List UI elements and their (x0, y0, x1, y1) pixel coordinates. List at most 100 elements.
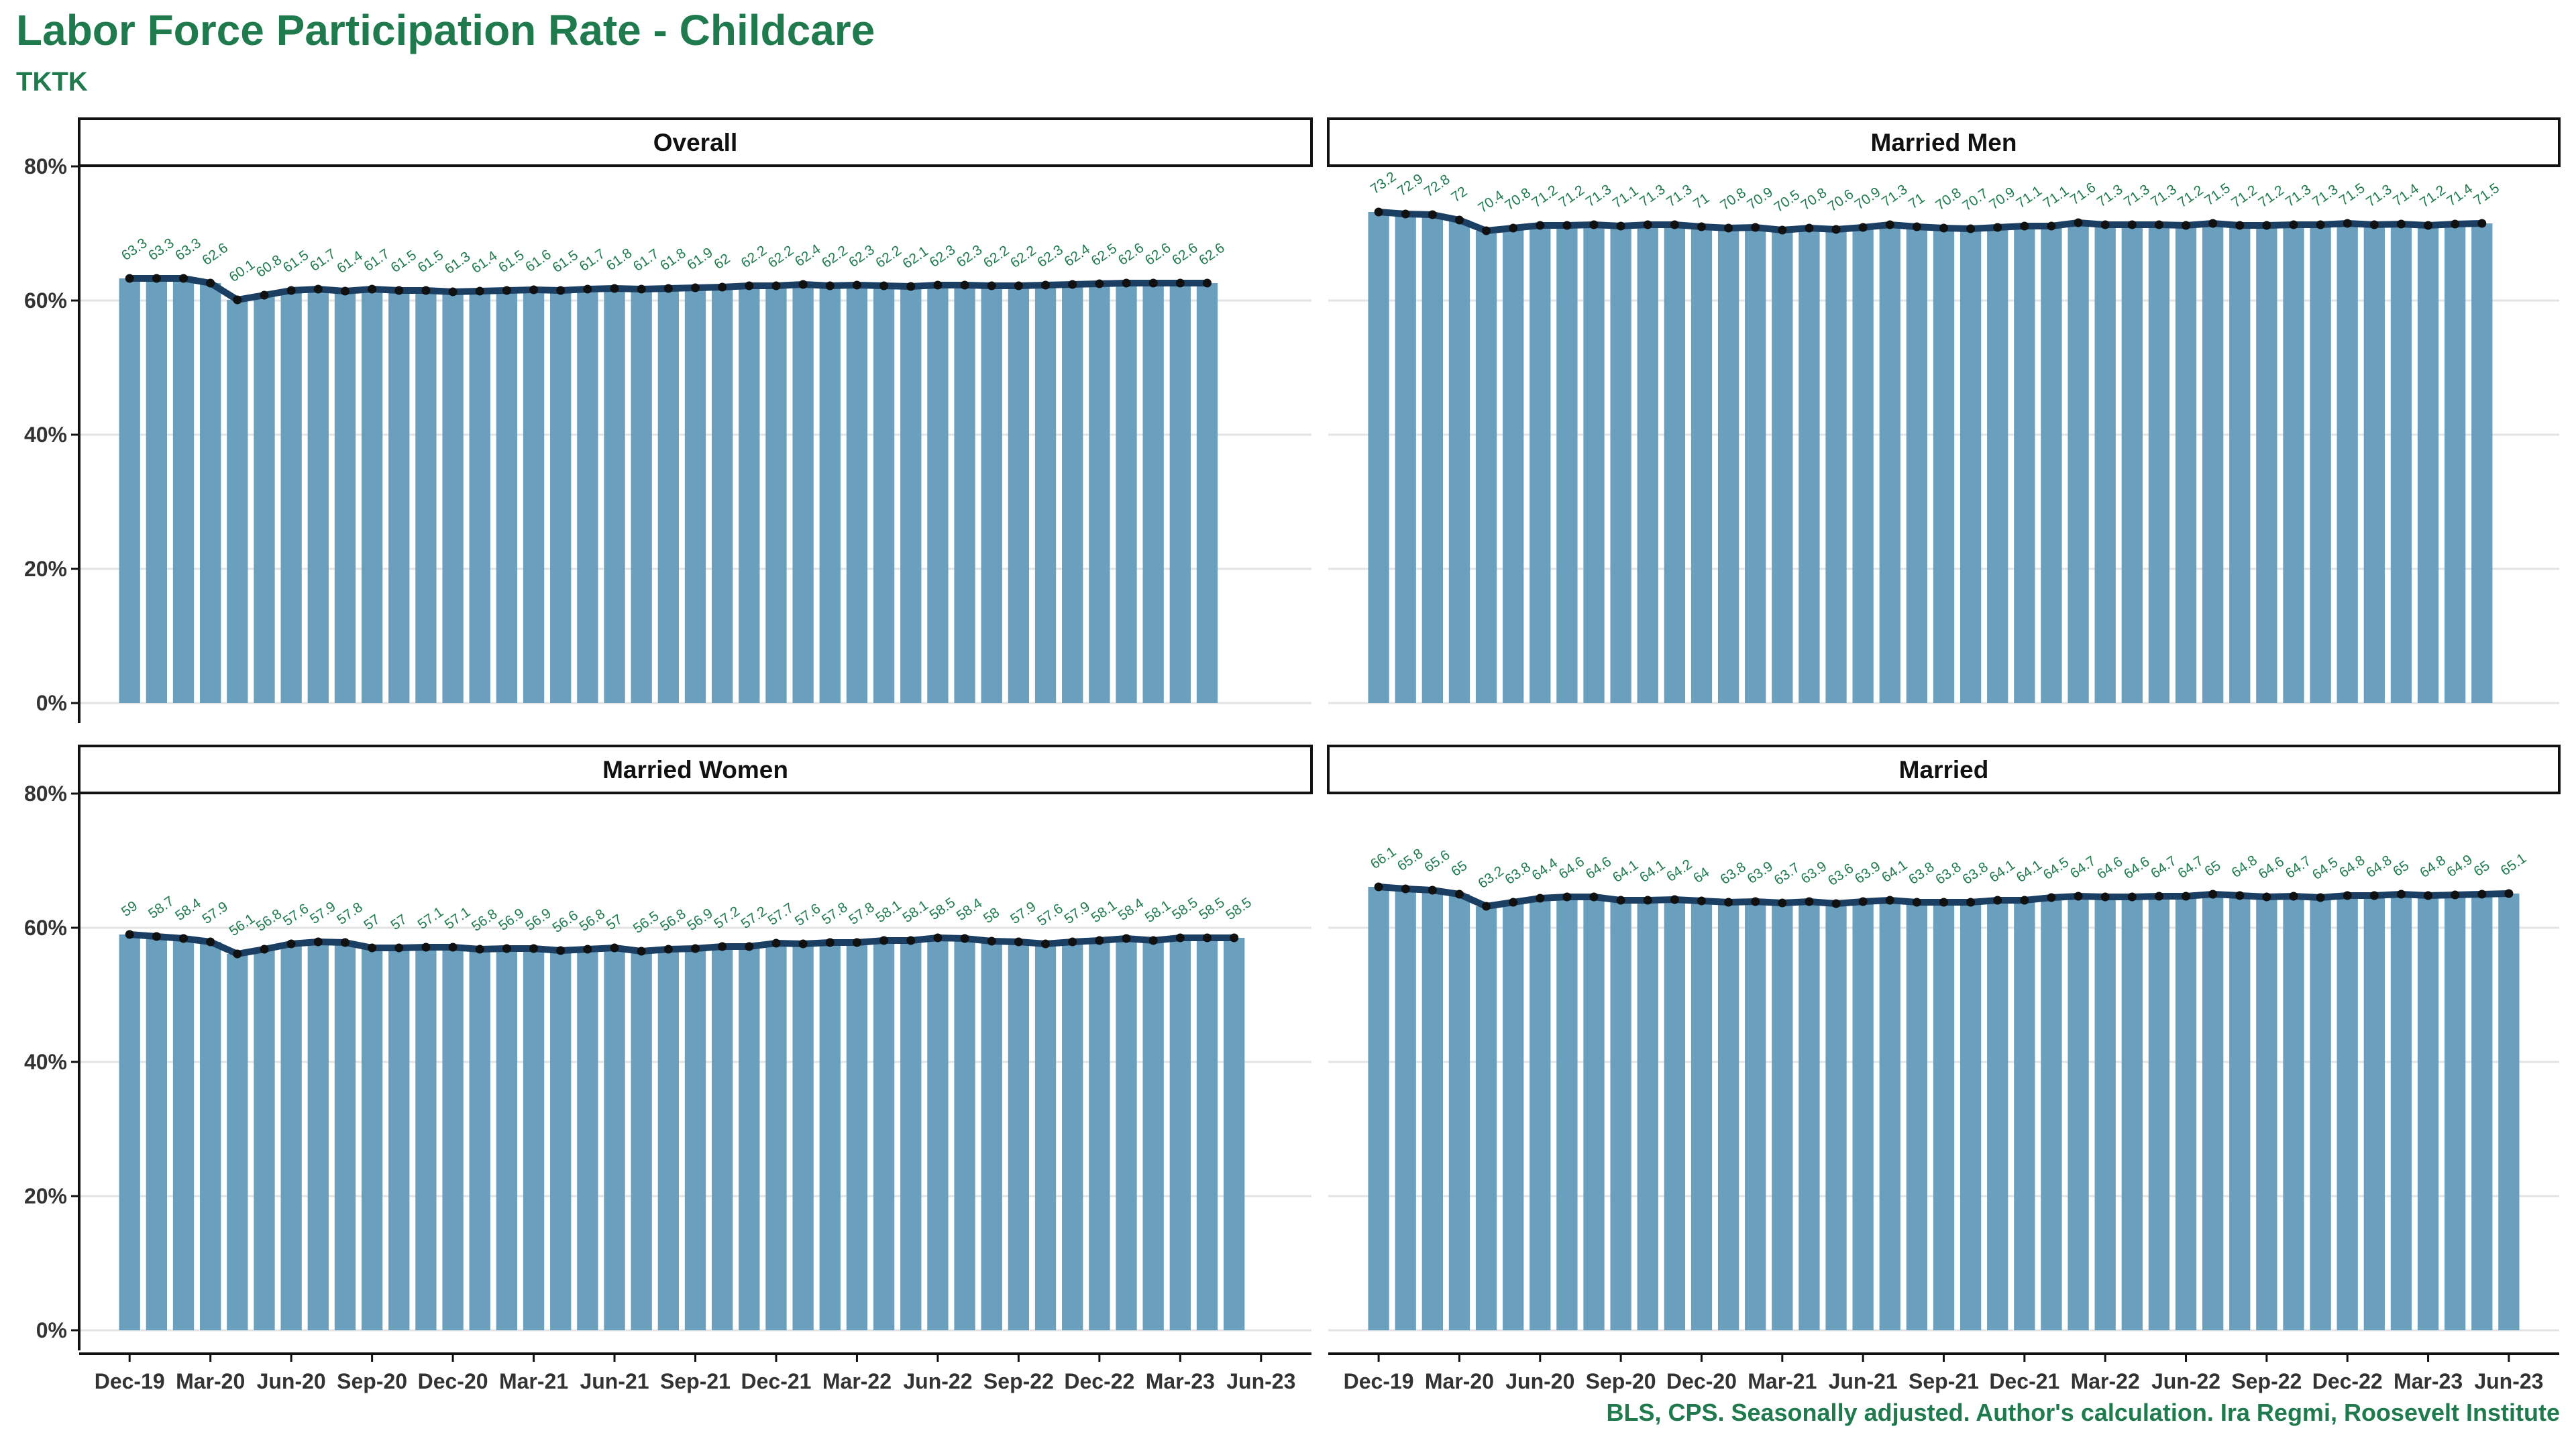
data-point (1724, 223, 1733, 233)
x-tick-label: Mar-21 (499, 1369, 568, 1393)
data-point (2451, 219, 2460, 229)
data-label: 58.5 (1196, 895, 1228, 923)
data-point (1482, 226, 1491, 235)
bar (1906, 902, 1928, 1330)
x-tick-label: Jun-21 (1829, 1369, 1898, 1393)
data-label: 63.3 (172, 235, 204, 264)
y-tick-label: 40% (24, 423, 67, 447)
x-tick-label: Sep-21 (1909, 1369, 1979, 1393)
data-label: 71.5 (2337, 180, 2368, 209)
data-point (1939, 223, 1948, 233)
data-point (260, 290, 269, 300)
data-point (152, 274, 161, 283)
data-label: 62.3 (1034, 242, 1066, 270)
data-label: 61.5 (388, 248, 419, 276)
bar (1196, 938, 1218, 1330)
data-label: 61.8 (657, 246, 689, 274)
data-label: 58.5 (927, 895, 959, 923)
bar (2256, 897, 2277, 1330)
data-label: 61.4 (469, 248, 500, 276)
bar (1906, 227, 1928, 703)
data-label: 65 (2390, 858, 2412, 879)
data-point (987, 281, 996, 290)
x-tick-label: Mar-22 (2071, 1369, 2140, 1393)
data-point (1751, 897, 1760, 906)
data-point (1202, 278, 1212, 288)
data-label: 64.7 (2283, 853, 2314, 881)
data-point (1454, 215, 1464, 225)
data-label: 58.7 (146, 894, 177, 922)
x-tick-label: Mar-22 (822, 1369, 892, 1393)
data-point (2154, 220, 2163, 229)
data-point (1670, 895, 1679, 904)
data-point (152, 932, 161, 941)
data-label: 62.3 (954, 242, 985, 270)
bar (2498, 894, 2520, 1330)
data-point (1509, 223, 1518, 233)
data-label: 61.7 (577, 246, 608, 274)
data-label: 64.1 (1986, 857, 2018, 885)
x-tick-label: Dec-21 (1989, 1369, 2059, 1393)
data-label: 62.6 (199, 240, 231, 268)
bar (2014, 900, 2035, 1330)
data-label: 64.1 (1879, 857, 1911, 885)
data-label: 57.9 (1008, 899, 1039, 927)
data-label: 66.1 (1368, 844, 1399, 872)
bar (227, 954, 248, 1330)
x-tick-label: Dec-20 (1666, 1369, 1737, 1393)
data-point (2235, 221, 2245, 230)
data-point (2369, 891, 2379, 900)
data-label: 72.9 (1395, 171, 1426, 199)
data-point (987, 936, 996, 946)
data-point (529, 285, 539, 294)
bar (334, 291, 356, 703)
bar (1852, 902, 1874, 1330)
data-point (394, 943, 404, 953)
data-point (1966, 224, 1976, 233)
data-point (1148, 278, 1158, 288)
bar (1448, 894, 1470, 1330)
bar (2175, 225, 2197, 703)
data-label: 70.8 (1502, 185, 1534, 213)
data-point (1670, 220, 1679, 229)
data-point (1401, 884, 1410, 894)
bar (1717, 228, 1739, 703)
bar (200, 283, 221, 703)
data-point (852, 280, 861, 290)
data-point (960, 934, 969, 943)
data-label: 70.9 (1852, 184, 1884, 213)
x-tick-label: Mar-21 (1748, 1369, 1817, 1393)
data-point (448, 943, 458, 952)
data-point (1041, 280, 1051, 290)
data-point (906, 282, 916, 291)
data-point (1616, 896, 1625, 905)
y-tick-label: 60% (24, 916, 67, 940)
bar (604, 288, 625, 703)
bar (1034, 944, 1057, 1330)
facet-strip (1327, 745, 2561, 794)
data-point (125, 274, 134, 283)
data-label: 62.5 (1089, 241, 1120, 269)
bar (1142, 283, 1164, 703)
data-label: 63.8 (1717, 859, 1749, 888)
data-point (852, 938, 861, 947)
data-point (718, 282, 727, 292)
bar (631, 951, 652, 1330)
data-point (2343, 219, 2352, 228)
data-point (2369, 220, 2379, 229)
x-tick-label: Dec-20 (418, 1369, 488, 1393)
data-label: 58.4 (172, 896, 204, 924)
data-point (933, 933, 943, 943)
bar (711, 287, 733, 703)
data-point (1724, 898, 1733, 907)
bar (2148, 225, 2170, 703)
data-point (179, 934, 189, 943)
data-label: 62.2 (1008, 243, 1039, 271)
bar (2445, 895, 2466, 1330)
data-label: 60.1 (226, 257, 258, 285)
data-point (691, 283, 700, 292)
data-point (2316, 220, 2325, 229)
data-point (206, 937, 215, 947)
data-point (1536, 894, 1545, 903)
bar (254, 949, 275, 1330)
